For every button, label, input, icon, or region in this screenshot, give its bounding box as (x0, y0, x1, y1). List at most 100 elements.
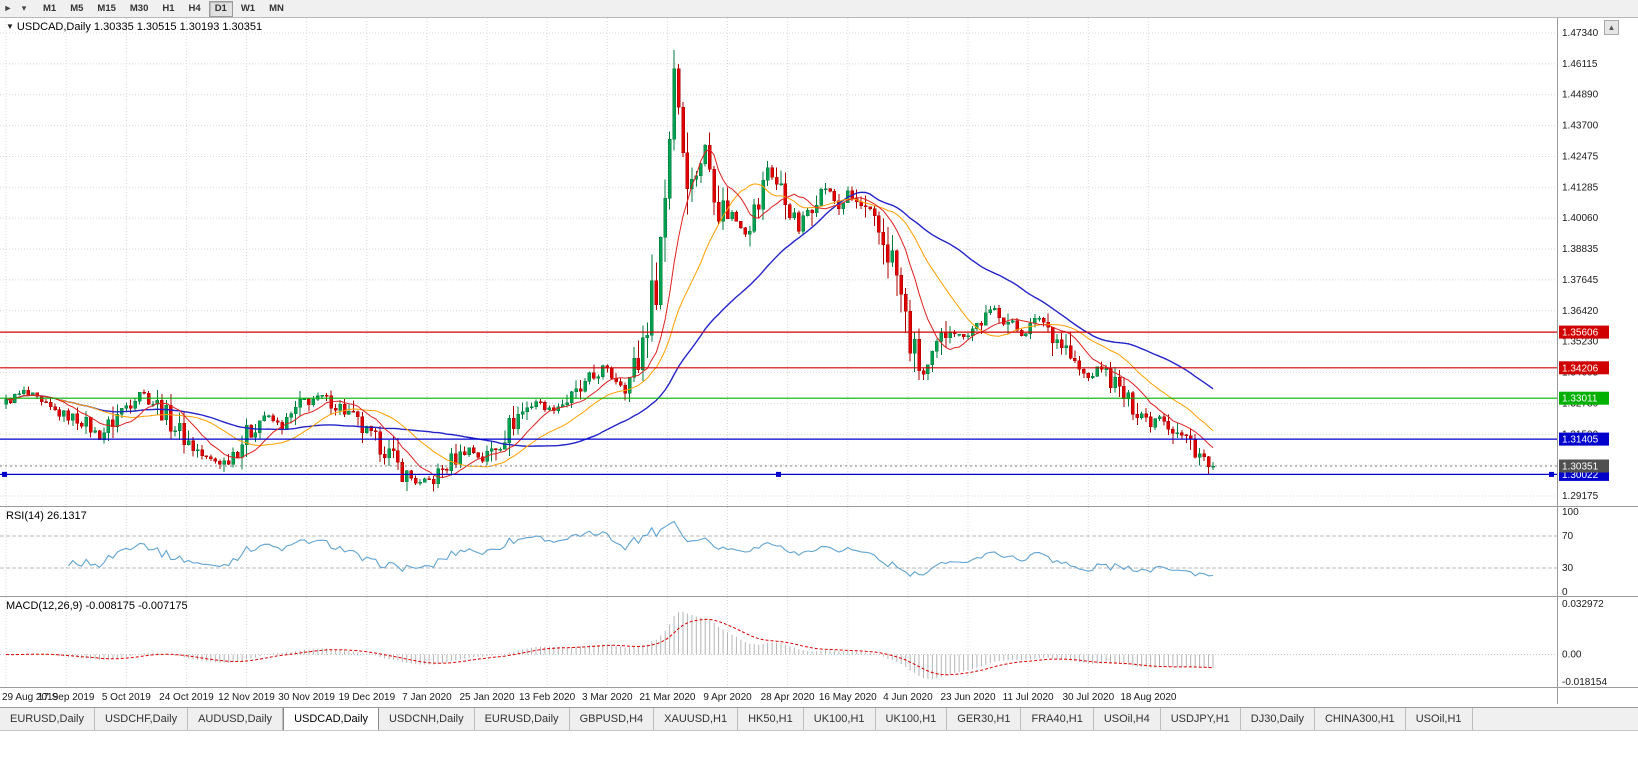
chart-tab-usdcad-daily-3[interactable]: USDCAD,Daily (283, 708, 380, 730)
svg-text:13 Feb 2020: 13 Feb 2020 (519, 692, 576, 703)
chart-tab-eurusd-daily-5[interactable]: EURUSD,Daily (474, 708, 570, 730)
chart-tab-usoil-h1-17[interactable]: USOil,H1 (1405, 708, 1473, 730)
svg-text:1.30022: 1.30022 (1562, 470, 1599, 481)
scroll-up-button[interactable]: ▲ (1604, 20, 1619, 35)
svg-text:24 Oct 2019: 24 Oct 2019 (159, 692, 214, 703)
svg-text:7 Jan 2020: 7 Jan 2020 (402, 692, 452, 703)
svg-text:0.00: 0.00 (1562, 650, 1582, 661)
cursor-tool-icon[interactable]: ► (3, 3, 13, 13)
chart-tab-dj30-daily-15[interactable]: DJ30,Daily (1240, 708, 1315, 730)
svg-text:0.032972: 0.032972 (1562, 599, 1604, 610)
price-tag-1.34206: 1.34206 (1559, 361, 1609, 375)
svg-text:29 Aug 2019: 29 Aug 2019 (2, 692, 59, 703)
svg-text:23 Jun 2020: 23 Jun 2020 (940, 692, 995, 703)
svg-text:1.30351: 1.30351 (1562, 462, 1599, 473)
svg-text:9 Apr 2020: 9 Apr 2020 (703, 692, 752, 703)
svg-text:1.36420: 1.36420 (1562, 306, 1599, 317)
svg-text:19 Dec 2019: 19 Dec 2019 (338, 692, 395, 703)
chart-tab-fra40-h1-12[interactable]: FRA40,H1 (1021, 708, 1094, 730)
svg-text:12 Nov 2019: 12 Nov 2019 (218, 692, 275, 703)
timeframe-button-m30[interactable]: M30 (129, 3, 149, 14)
svg-text:1.31405: 1.31405 (1562, 435, 1599, 446)
rsi-panel (0, 520, 1557, 577)
svg-text:-0.018154: -0.018154 (1562, 677, 1607, 688)
chart-region: 1.47340 1.46115 1.44890 1.43700 1.42475 1.412… (0, 18, 1638, 704)
svg-text:30 Nov 2019: 30 Nov 2019 (278, 692, 335, 703)
svg-text:1.47340: 1.47340 (1562, 28, 1599, 39)
svg-text:1.35230: 1.35230 (1562, 337, 1599, 348)
price-tag-1.31405: 1.31405 (1559, 432, 1609, 446)
svg-text:18 Aug 2020: 18 Aug 2020 (1120, 692, 1177, 703)
svg-text:4 Jun 2020: 4 Jun 2020 (883, 692, 933, 703)
svg-text:1.46115: 1.46115 (1562, 59, 1598, 70)
timeframe-button-w1[interactable]: W1 (240, 3, 256, 14)
svg-text:1.43700: 1.43700 (1562, 121, 1599, 132)
rsi-line (67, 520, 1214, 577)
price-tag-1.33011: 1.33011 (1559, 391, 1609, 405)
chart-tab-ger30-h1-11[interactable]: GER30,H1 (947, 708, 1022, 730)
rsi-indicator-label: RSI(14) 26.1317 (6, 510, 87, 522)
chart-tab-uk100-h1-10[interactable]: UK100,H1 (875, 708, 948, 730)
chart-tab-gbpusd-h4-6[interactable]: GBPUSD,H4 (569, 708, 655, 730)
price-tag-1.35606: 1.35606 (1559, 325, 1609, 339)
svg-text:3 Mar 2020: 3 Mar 2020 (582, 692, 633, 703)
chart-tab-china300-h1-16[interactable]: CHINA300,H1 (1314, 708, 1406, 730)
timeframe-button-h4[interactable]: H4 (188, 3, 201, 14)
grid (0, 18, 1557, 687)
svg-text:30 Jul 2020: 30 Jul 2020 (1062, 692, 1114, 703)
svg-text:1.44890: 1.44890 (1562, 90, 1599, 101)
svg-text:1.33011: 1.33011 (1562, 394, 1598, 405)
chart-tab-uk100-h1-9[interactable]: UK100,H1 (803, 708, 876, 730)
svg-text:70: 70 (1562, 531, 1574, 542)
hline-handle[interactable] (1549, 471, 1554, 477)
timeframe-button-h1[interactable]: H1 (162, 3, 175, 14)
chart-title: ▼ USDCAD,Daily 1.30335 1.30515 1.30193 1.… (6, 21, 262, 33)
timeframe-button-d1[interactable]: D1 (208, 0, 233, 17)
toolbar-dropdown-icon[interactable]: ▾ (21, 3, 27, 13)
timeframe-button-m5[interactable]: M5 (70, 3, 84, 14)
chart-tab-usoil-h4-13[interactable]: USOil,H4 (1093, 708, 1161, 730)
chart-tab-xauusd-h1-7[interactable]: XAUUSD,H1 (654, 708, 739, 730)
chart-tabbar: EURUSD,Daily USDCHF,Daily AUDUSD,Daily USDC… (0, 707, 1638, 731)
svg-text:25 Jan 2020: 25 Jan 2020 (459, 692, 514, 703)
svg-text:100: 100 (1562, 507, 1579, 518)
chart-tab-eurusd-daily-0[interactable]: EURUSD,Daily (0, 708, 95, 730)
candles (4, 49, 1215, 492)
svg-text:21 Mar 2020: 21 Mar 2020 (639, 692, 696, 703)
macd-indicator-label: MACD(12,26,9) -0.008175 -0.007175 (6, 600, 188, 612)
rsi-axis: 100 70 30 0 (1562, 507, 1579, 598)
ma-slow-line (5, 191, 1214, 447)
chart-tab-audusd-daily-2[interactable]: AUDUSD,Daily (188, 708, 284, 730)
timeframe-button-mn[interactable]: MN (269, 3, 284, 14)
price-chart-svg: 1.47340 1.46115 1.44890 1.43700 1.42475 1.412… (0, 18, 1638, 704)
chart-tab-usdjpy-h1-14[interactable]: USDJPY,H1 (1160, 708, 1241, 730)
chart-tab-usdchf-daily-1[interactable]: USDCHF,Daily (94, 708, 189, 730)
chart-title-text: USDCAD,Daily 1.30335 1.30515 1.30193 1.3… (16, 21, 263, 33)
svg-text:1.38835: 1.38835 (1562, 244, 1599, 255)
timeframe-button-m1[interactable]: M1 (43, 3, 57, 14)
hline-handle[interactable] (2, 471, 7, 477)
chart-tab-hk50-h1-8[interactable]: HK50,H1 (738, 708, 804, 730)
macd-signal-line (5, 618, 1214, 676)
chart-canvas: 1.47340 1.46115 1.44890 1.43700 1.42475 1.412… (0, 18, 1638, 704)
panel-separators[interactable] (0, 18, 1638, 704)
svg-text:1.41285: 1.41285 (1562, 182, 1599, 193)
svg-text:17 Sep 2019: 17 Sep 2019 (38, 692, 95, 703)
svg-text:1.37645: 1.37645 (1562, 275, 1599, 286)
current-price-tag: 1.30351 (1559, 459, 1609, 473)
hline-handle[interactable] (776, 471, 781, 477)
svg-text:1.34206: 1.34206 (1562, 363, 1599, 374)
svg-text:30: 30 (1562, 563, 1574, 574)
macd-panel (0, 611, 1557, 680)
svg-text:5 Oct 2019: 5 Oct 2019 (102, 692, 151, 703)
svg-text:1.42475: 1.42475 (1562, 152, 1599, 163)
chart-marker-icon[interactable]: ▼ (6, 22, 14, 31)
svg-text:28 Apr 2020: 28 Apr 2020 (761, 692, 815, 703)
svg-text:11 Jul 2020: 11 Jul 2020 (1003, 692, 1054, 703)
timeframe-button-m15[interactable]: M15 (97, 3, 116, 14)
timeframe-buttons: M1 M5 M15 M30 H1 H4 D1 W1 MN (36, 0, 291, 17)
chart-tab-usdcnh-daily-4[interactable]: USDCNH,Daily (379, 708, 475, 730)
svg-text:1.40060: 1.40060 (1562, 213, 1599, 224)
svg-text:16 May 2020: 16 May 2020 (819, 692, 877, 703)
